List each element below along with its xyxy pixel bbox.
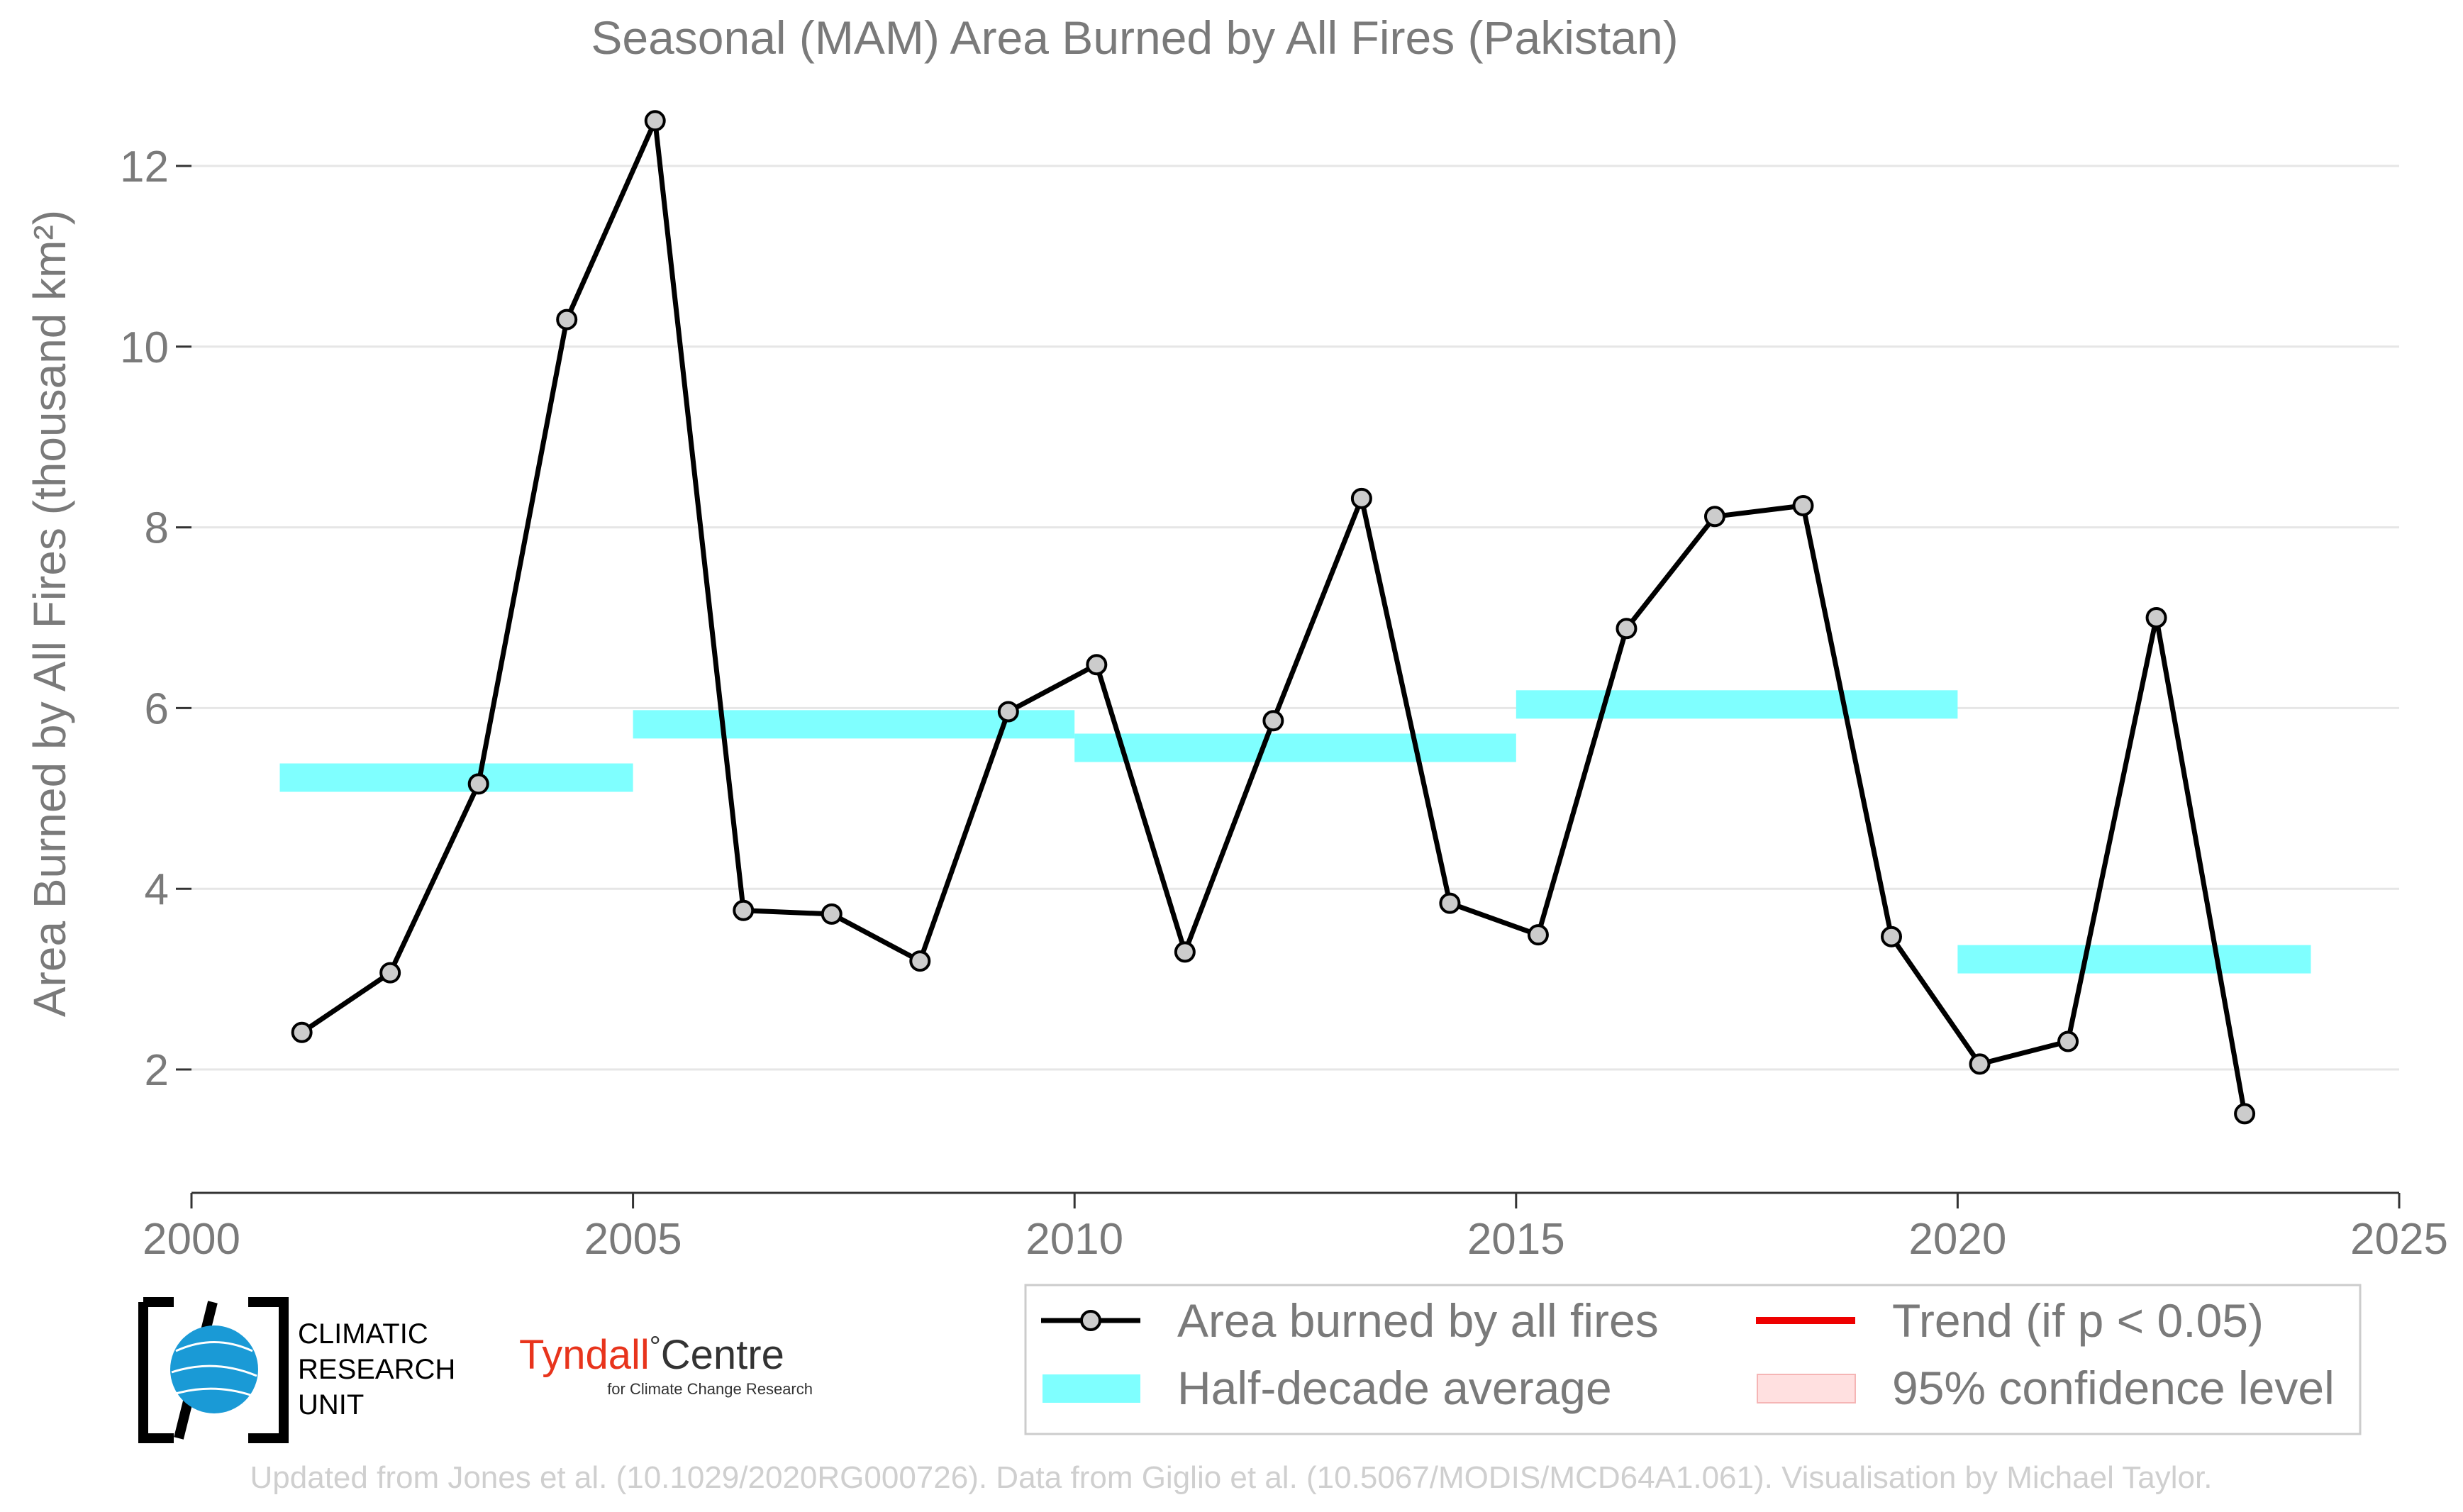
half-decade-average-bar-1 — [279, 763, 633, 792]
tyndall-centre: Centre — [661, 1332, 784, 1378]
data-point-6 — [733, 899, 755, 921]
cru-logo-line1: CLIMATIC — [298, 1318, 428, 1350]
data-point-23 — [2234, 1103, 2256, 1125]
y-tick-label-6: 6 — [145, 684, 169, 733]
data-point-14 — [1439, 892, 1461, 914]
gridlines — [191, 165, 2399, 1071]
legend-marker-swatch — [1080, 1310, 1101, 1331]
data-point-1 — [291, 1021, 313, 1043]
data-point-17 — [1703, 506, 1725, 528]
cru-logo: CLIMATIC RESEARCH UNIT — [138, 1297, 455, 1443]
legend: Area burned by all fires Half-decade ave… — [1024, 1284, 2362, 1435]
half-decade-average-bars — [279, 690, 2311, 974]
half-decade-average-bar-3 — [1074, 733, 1516, 762]
legend-box — [1024, 1284, 2362, 1435]
tyndall-name: Tyndall — [519, 1332, 650, 1378]
legend-line-label: Area burned by all fires — [1177, 1294, 1659, 1347]
credit-text: Updated from Jones et al. (10.1029/2020R… — [250, 1460, 2213, 1495]
y-tick-label-2: 2 — [145, 1046, 169, 1095]
legend-trend-label: Trend (if p < 0.05) — [1892, 1294, 2264, 1347]
cru-logo-line3: UNIT — [298, 1389, 364, 1421]
data-point-21 — [2057, 1030, 2079, 1052]
data-point-16 — [1616, 618, 1638, 640]
cru-logo-line2: RESEARCH — [298, 1354, 455, 1385]
tyndall-degree: ° — [650, 1331, 661, 1362]
data-point-10 — [1086, 654, 1108, 676]
tyndall-logo-text: Tyndall°Centre — [519, 1331, 784, 1378]
x-tick-label-2005: 2005 — [584, 1215, 682, 1264]
legend-confidence-label: 95% confidence level — [1892, 1362, 2335, 1414]
legend-average-swatch — [1043, 1374, 1140, 1403]
x-axis-ticks: 2000 2005 2010 2015 2020 2025 — [143, 1193, 2448, 1264]
data-point-4 — [556, 308, 578, 330]
x-tick-label-2010: 2010 — [1025, 1215, 1123, 1264]
legend-confidence-swatch — [1757, 1374, 1856, 1403]
tyndall-logo: Tyndall°Centre for Climate Change Resear… — [519, 1331, 813, 1398]
y-axis-label: Area Burned by All Fires (thousand km²) — [24, 210, 75, 1017]
tyndall-tagline: for Climate Change Research — [607, 1380, 813, 1398]
data-point-15 — [1527, 924, 1549, 946]
x-tick-label-2020: 2020 — [1908, 1215, 2006, 1264]
series-line-layer — [300, 118, 2247, 1115]
data-point-8 — [909, 950, 931, 972]
y-axis-ticks: 2 4 6 8 10 12 — [120, 143, 191, 1095]
x-tick-label-2000: 2000 — [143, 1215, 240, 1264]
data-point-20 — [1969, 1053, 1991, 1075]
data-point-22 — [2145, 607, 2167, 628]
y-tick-label-10: 10 — [120, 323, 169, 372]
y-tick-label-12: 12 — [120, 143, 169, 191]
data-point-7 — [821, 903, 843, 925]
data-point-3 — [467, 773, 489, 795]
cru-logo-frame — [138, 1297, 289, 1443]
y-tick-label-8: 8 — [145, 504, 169, 553]
series-line — [300, 118, 2247, 1115]
y-tick-label-4: 4 — [145, 865, 169, 914]
data-point-13 — [1350, 487, 1372, 509]
x-tick-label-2015: 2015 — [1467, 1215, 1565, 1264]
half-decade-average-bar-5 — [1957, 945, 2311, 974]
data-point-18 — [1792, 495, 1814, 517]
data-point-2 — [379, 962, 401, 984]
x-tick-label-2025: 2025 — [2350, 1215, 2448, 1264]
data-point-5 — [644, 110, 666, 132]
half-decade-average-bar-4 — [1516, 690, 1958, 719]
data-point-19 — [1881, 925, 1903, 947]
chart-title: Seasonal (MAM) Area Burned by All Fires … — [591, 11, 1678, 64]
series-points — [291, 110, 2256, 1125]
data-point-12 — [1262, 710, 1284, 732]
data-point-9 — [997, 701, 1019, 723]
globe-lines-icon — [171, 1341, 257, 1397]
data-point-11 — [1174, 941, 1196, 963]
legend-average-label: Half-decade average — [1177, 1362, 1612, 1414]
